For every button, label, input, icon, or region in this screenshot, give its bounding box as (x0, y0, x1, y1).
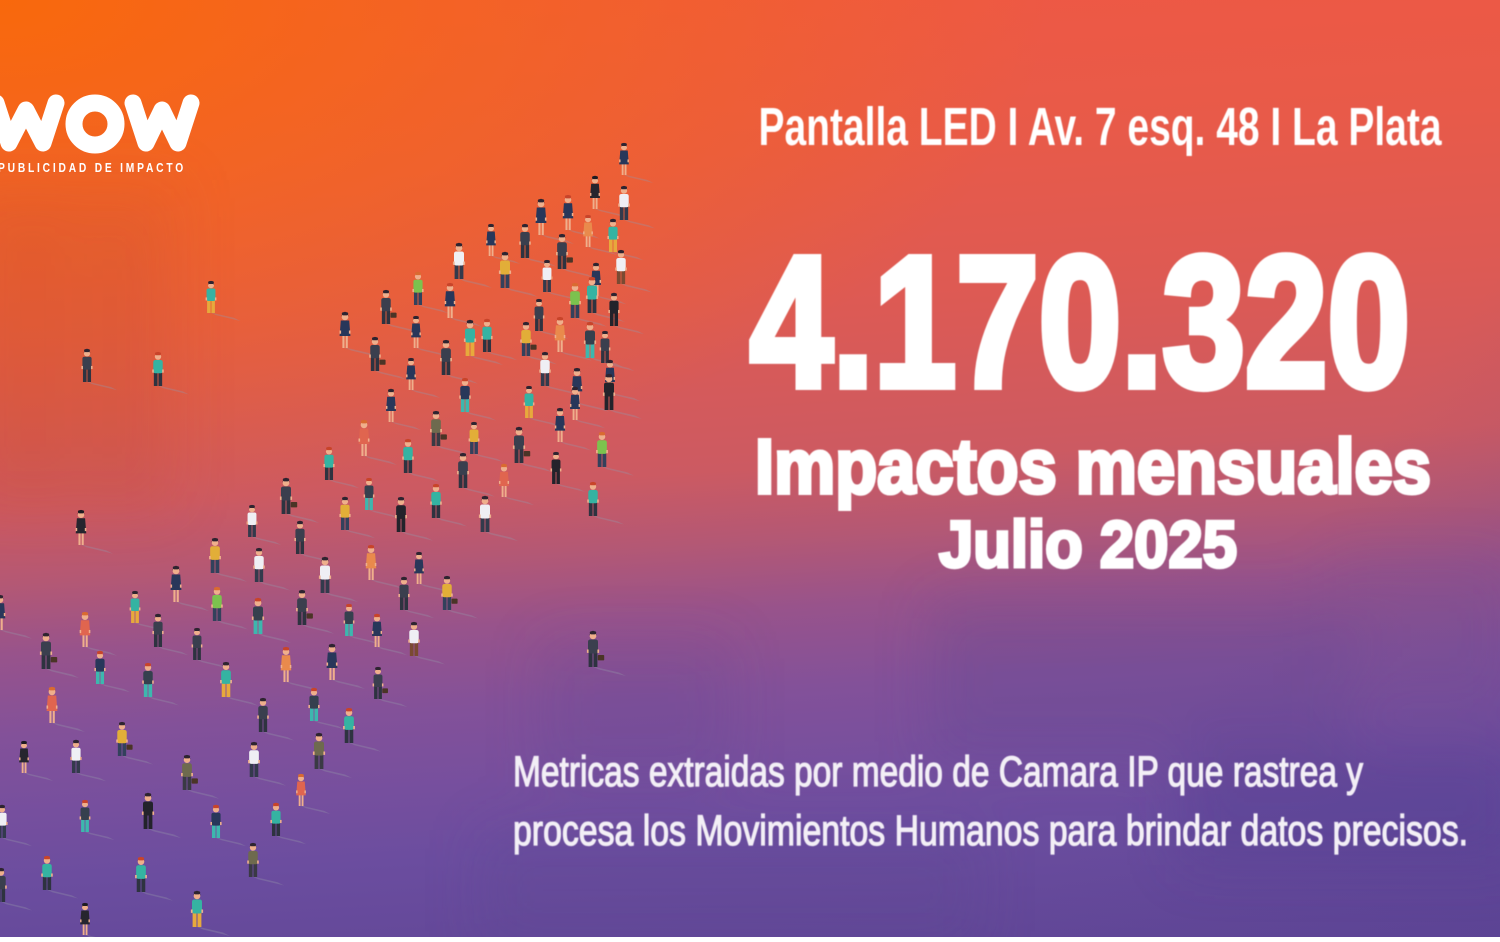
svg-text:4.170.320: 4.170.320 (750, 219, 1410, 426)
svg-text:Impactos mensuales: Impactos mensuales (755, 424, 1431, 510)
svg-text:Metricas extraidas por medio d: Metricas extraidas por medio de Camara I… (513, 748, 1363, 796)
svg-text:Pantalla LED I Av. 7 esq. 48 I: Pantalla LED I Av. 7 esq. 48 I La Plata (759, 97, 1443, 157)
svg-text:procesa los Movimientos Humano: procesa los Movimientos Humanos para bri… (513, 807, 1468, 855)
svg-text:Julio 2025: Julio 2025 (939, 507, 1237, 581)
svg-text:PUBLICIDAD DE IMPACTO: PUBLICIDAD DE IMPACTO (0, 161, 186, 175)
